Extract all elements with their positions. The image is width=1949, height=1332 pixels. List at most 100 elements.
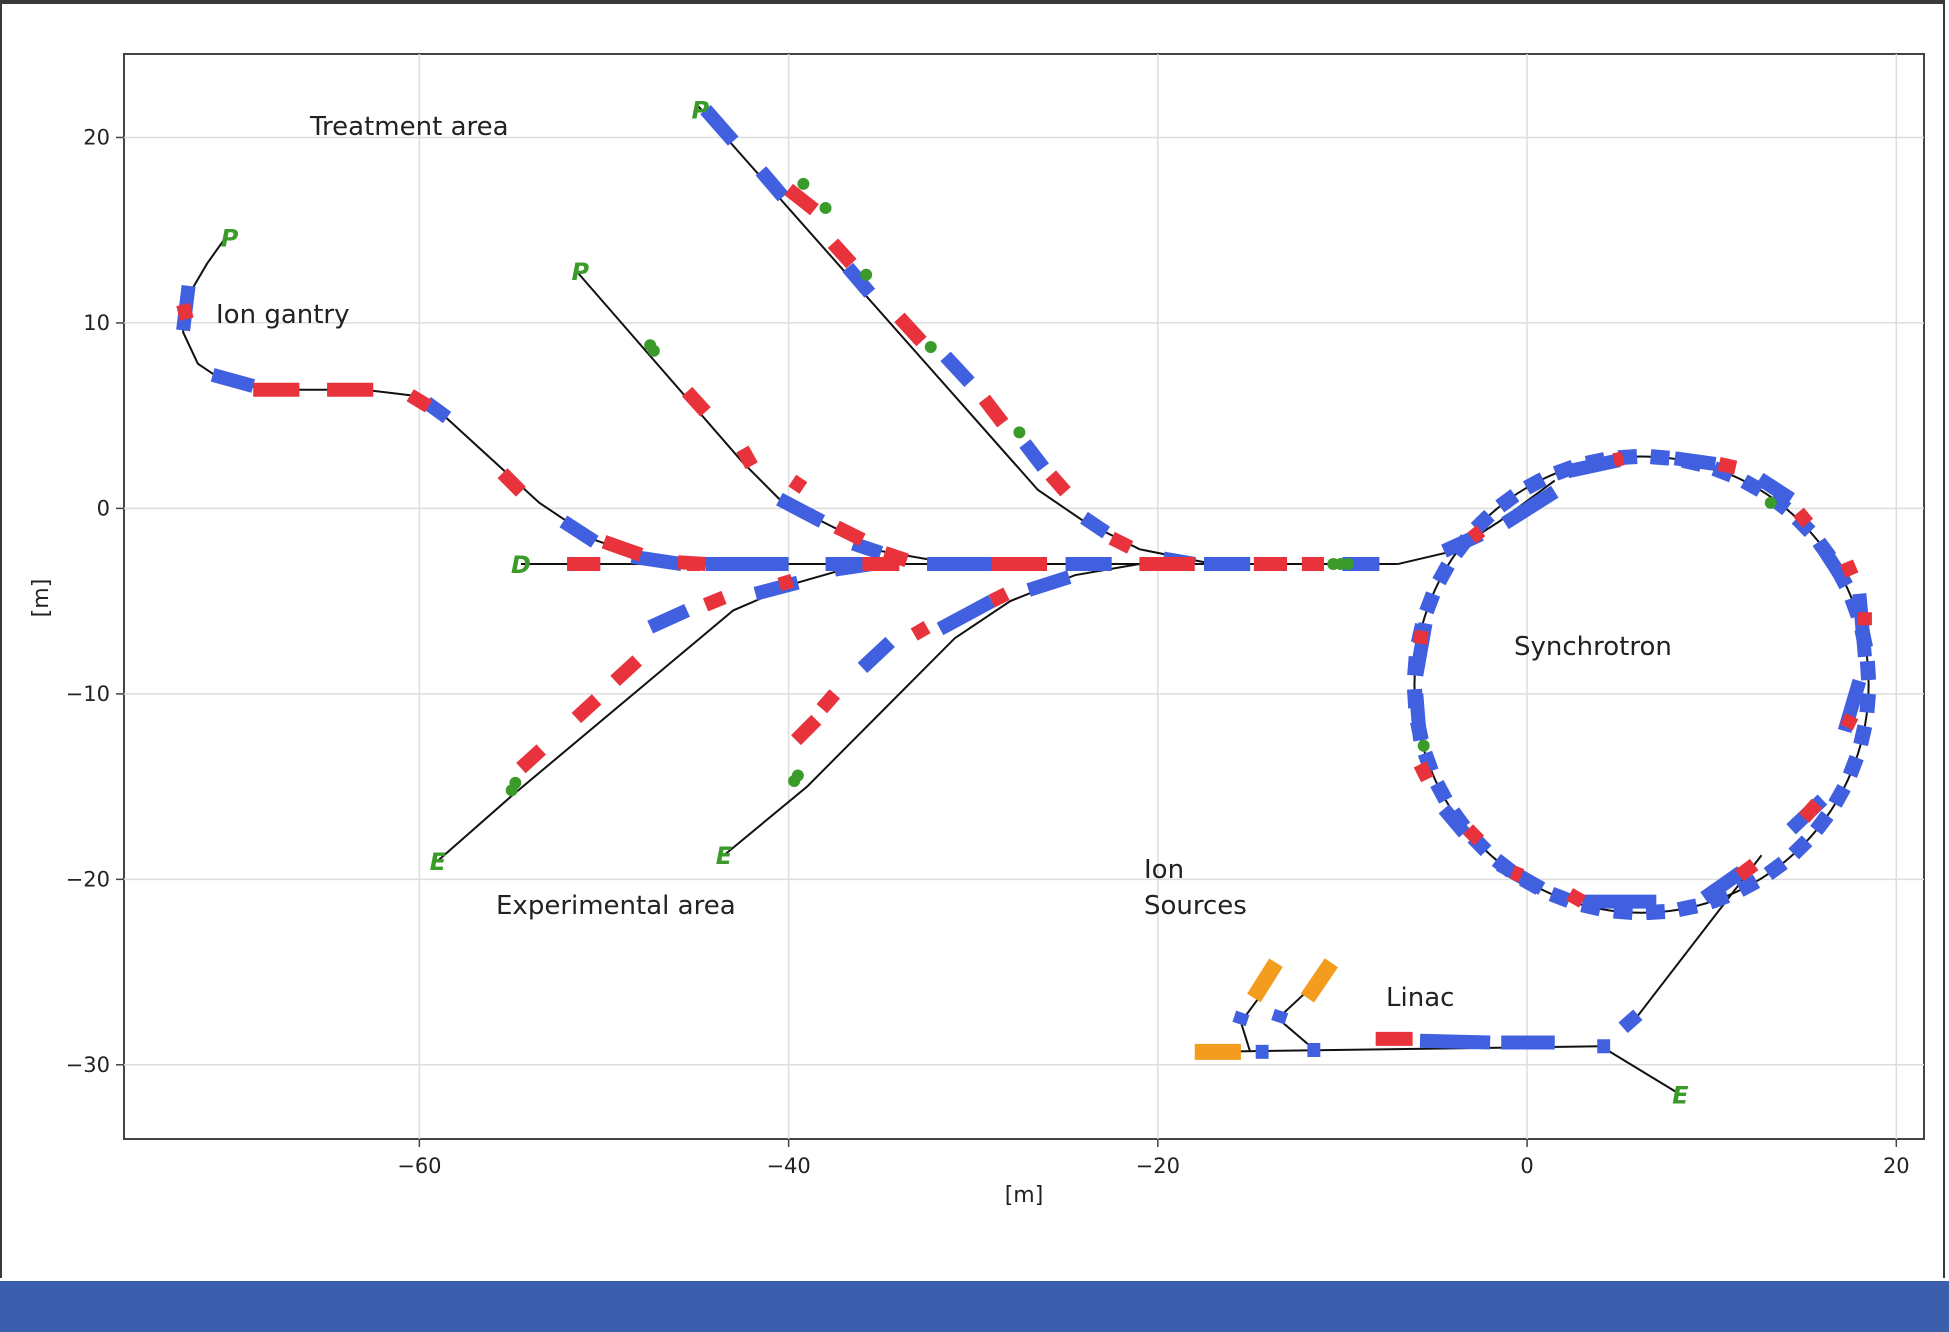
quadrupole-magnet: [827, 238, 857, 269]
monitor-marker: [647, 344, 660, 357]
dipole-magnet: [857, 636, 895, 674]
ion-source: [1247, 958, 1283, 1003]
monitor-marker: [924, 341, 937, 354]
quadrupole-magnet: [978, 394, 1009, 428]
label-synchrotron: Synchrotron: [1514, 632, 1672, 662]
marker-p: P: [692, 97, 710, 125]
dipole-magnet: [630, 549, 683, 571]
quadrupole-magnet: [681, 386, 711, 417]
quadrupole-magnet: [988, 587, 1010, 608]
synchrotron-dipole: [1740, 474, 1765, 497]
quadrupole-magnet: [1735, 858, 1759, 882]
y-tick-label: 10: [83, 311, 110, 335]
dipole-magnet: [1019, 439, 1049, 472]
dipole-magnet: [1673, 451, 1717, 471]
dipole-magnet: [422, 397, 452, 424]
synchrotron-dipole: [1842, 754, 1864, 778]
quadrupole-magnet: [1413, 629, 1429, 645]
quadrupole-magnet: [1566, 888, 1586, 908]
dipole-magnet: [1812, 537, 1845, 578]
x-tick-label: 20: [1883, 1154, 1910, 1178]
quadrupole-magnet: [777, 574, 795, 592]
dipole-magnet: [1080, 511, 1111, 539]
label-linac: Linac: [1386, 983, 1454, 1013]
source-dipole: [1271, 1008, 1289, 1025]
quadrupole-magnet: [1840, 559, 1859, 578]
label-experimental-area: Experimental area: [496, 891, 736, 921]
quadrupole-magnet: [1798, 798, 1823, 823]
magnets: [176, 105, 1877, 1060]
marker-labels: P P P D E E E: [221, 97, 1689, 1110]
synchrotron-dipole: [1736, 874, 1761, 897]
synchrotron-ring: [1413, 455, 1870, 914]
dipole-magnet: [940, 351, 975, 388]
quadrupole-magnet: [882, 546, 909, 567]
quadrupole-magnet: [910, 621, 931, 641]
synchrotron-dipole: [1470, 509, 1495, 534]
synchrotron-dipole: [1613, 903, 1634, 921]
beamline-exp-left: [437, 563, 863, 862]
synchrotron-dipole: [1522, 472, 1547, 495]
x-tick-label: −40: [766, 1154, 810, 1178]
dipole-magnet: [1618, 1009, 1643, 1033]
dipole-magnet: [776, 492, 826, 528]
synchrotron-dipole: [1859, 660, 1877, 681]
dipole-magnet: [936, 594, 996, 636]
marker-p: P: [572, 258, 590, 286]
label-ion-sources-line1: Ion: [1144, 855, 1184, 885]
synchrotron-dipole: [1650, 449, 1670, 466]
dipole-magnet: [1501, 485, 1559, 530]
quadrupole-magnet: [1793, 507, 1814, 528]
x-axis-title: [m]: [1005, 1183, 1044, 1208]
dipole-magnet: [559, 515, 599, 548]
quadrupole-magnet: [516, 744, 546, 774]
synchrotron-dipole: [1788, 835, 1813, 860]
quadrupole-magnet: [406, 389, 433, 413]
marker-e: E: [430, 848, 447, 876]
dipole-magnet: [842, 262, 876, 298]
quadrupole-magnet: [1840, 713, 1859, 731]
dipole-magnet: [1755, 472, 1795, 505]
dipole-magnet: [1026, 570, 1072, 597]
monitor-marker: [791, 769, 804, 782]
dipole-magnet: [1409, 693, 1427, 741]
beamline-linac-extract: [1600, 1045, 1681, 1096]
quadrupole-magnet: [816, 689, 841, 714]
beamline-exp-right: [723, 563, 1140, 857]
dipole-magnet: [1419, 1033, 1491, 1050]
x-tick-label: −60: [397, 1154, 441, 1178]
source-dipole: [1232, 1010, 1250, 1027]
quadrupole-magnet: [601, 535, 644, 562]
y-tick-label: 0: [97, 496, 110, 520]
quadrupole-magnet: [702, 590, 727, 612]
marker-d: D: [511, 551, 531, 579]
synchrotron-dipole: [1645, 904, 1666, 921]
synchrotron-dipole: [1432, 561, 1455, 586]
synchrotron-dipole: [1810, 810, 1834, 836]
synchrotron-dipole: [1763, 856, 1788, 881]
synchrotron-dipole: [1859, 693, 1876, 714]
y-tick-label: −20: [66, 867, 110, 891]
monitor-marker: [1334, 558, 1347, 571]
quadrupole-magnet: [176, 302, 194, 321]
monitor-marker: [509, 776, 522, 789]
quadrupole-magnet: [1467, 525, 1486, 544]
y-tick-label: 20: [83, 125, 110, 149]
y-axis-title: [m]: [29, 579, 54, 618]
label-ion-gantry: Ion gantry: [216, 300, 350, 330]
footer-bar: [0, 1281, 1949, 1332]
quadrupole-magnet: [610, 655, 642, 687]
synchrotron-dipole: [1419, 591, 1441, 615]
dipole-magnet: [755, 166, 789, 202]
monitor-marker: [1013, 426, 1026, 439]
label-treatment-area: Treatment area: [309, 112, 509, 142]
axis-ticks: −60 −40 −20 0 20 20 10 0 −10 −20 −30: [66, 125, 1910, 1178]
quadrupole-magnet: [1509, 865, 1525, 883]
quadrupole-magnet: [1045, 470, 1071, 497]
quadrupole-magnet: [677, 555, 707, 572]
grid: [124, 54, 1924, 1139]
synchrotron-dipole: [1417, 750, 1439, 774]
dipole-magnet: [1438, 804, 1470, 838]
quadrupole-magnet: [1463, 824, 1485, 846]
